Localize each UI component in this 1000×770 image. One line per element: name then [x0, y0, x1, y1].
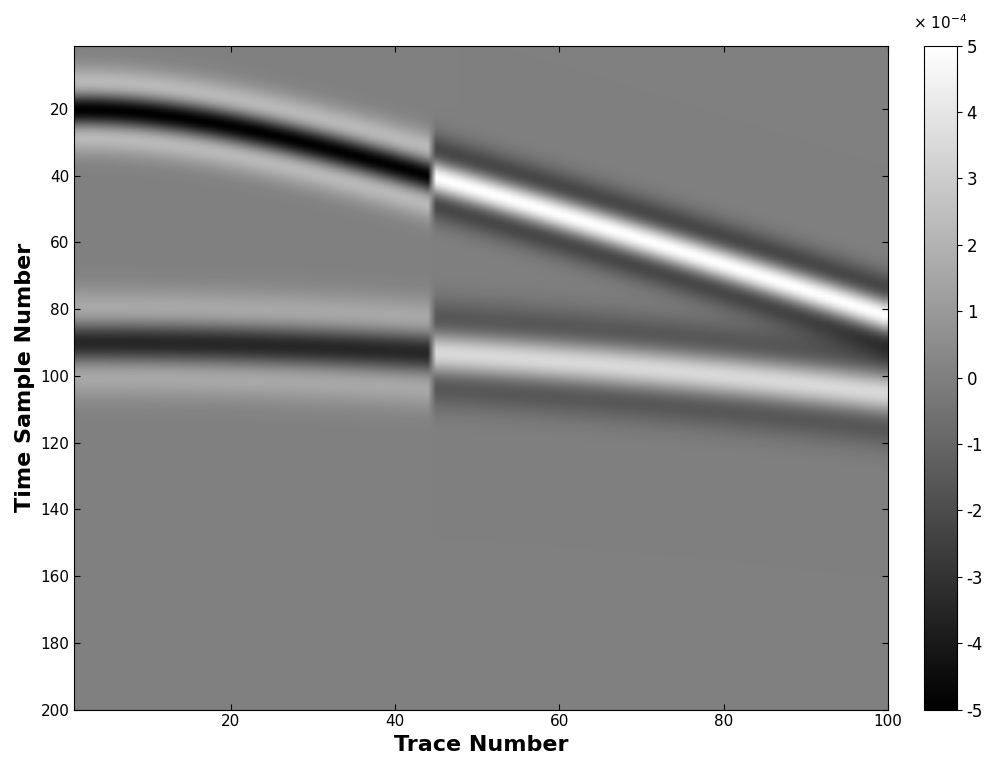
Text: $\times\ 10^{-4}$: $\times\ 10^{-4}$ — [913, 14, 968, 32]
X-axis label: Trace Number: Trace Number — [394, 735, 569, 755]
Y-axis label: Time Sample Number: Time Sample Number — [15, 243, 35, 512]
